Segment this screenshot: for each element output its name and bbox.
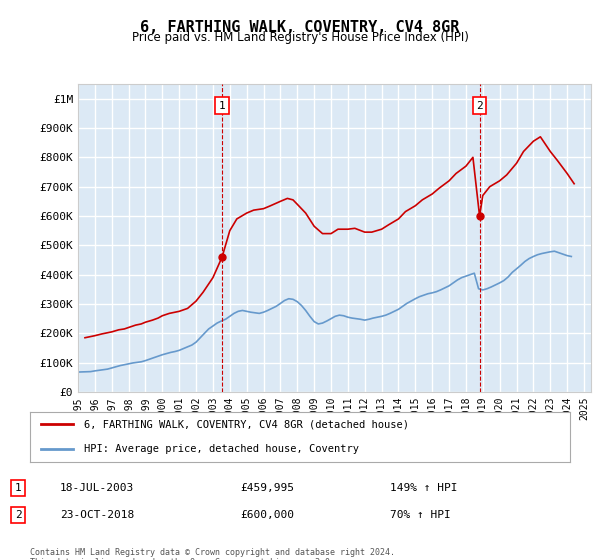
- Text: 1: 1: [14, 483, 22, 493]
- Text: 70% ↑ HPI: 70% ↑ HPI: [390, 510, 451, 520]
- Text: 2: 2: [14, 510, 22, 520]
- Text: HPI: Average price, detached house, Coventry: HPI: Average price, detached house, Cove…: [84, 445, 359, 454]
- Text: £459,995: £459,995: [240, 483, 294, 493]
- Text: £600,000: £600,000: [240, 510, 294, 520]
- Text: 18-JUL-2003: 18-JUL-2003: [60, 483, 134, 493]
- Text: Price paid vs. HM Land Registry's House Price Index (HPI): Price paid vs. HM Land Registry's House …: [131, 31, 469, 44]
- Text: Contains HM Land Registry data © Crown copyright and database right 2024.
This d: Contains HM Land Registry data © Crown c…: [30, 548, 395, 560]
- Text: 23-OCT-2018: 23-OCT-2018: [60, 510, 134, 520]
- Text: 2: 2: [476, 101, 483, 110]
- Text: 1: 1: [219, 101, 226, 110]
- Text: 6, FARTHING WALK, COVENTRY, CV4 8GR (detached house): 6, FARTHING WALK, COVENTRY, CV4 8GR (det…: [84, 419, 409, 429]
- Text: 6, FARTHING WALK, COVENTRY, CV4 8GR: 6, FARTHING WALK, COVENTRY, CV4 8GR: [140, 20, 460, 35]
- Text: 149% ↑ HPI: 149% ↑ HPI: [390, 483, 458, 493]
